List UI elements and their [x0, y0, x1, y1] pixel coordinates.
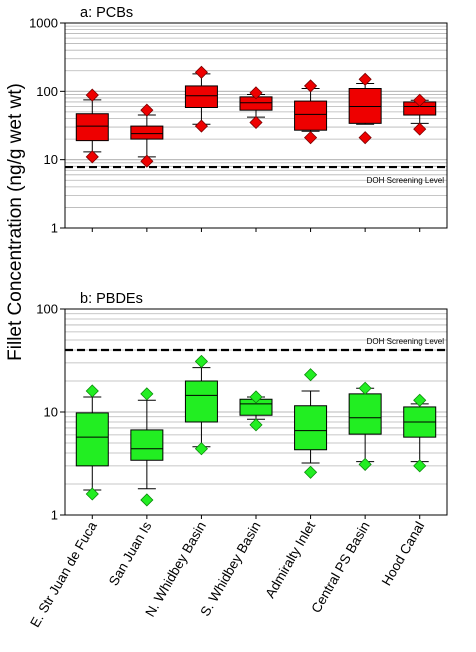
iqr-box [130, 125, 164, 140]
category-label: S. Whidbey Basin [197, 519, 263, 619]
max-marker [85, 384, 99, 398]
box-central-ps-basin [348, 72, 382, 145]
box-san-juan-is [130, 103, 164, 168]
min-marker [413, 459, 427, 473]
min-marker [85, 150, 99, 164]
y-tick-label: 10 [44, 405, 58, 420]
iqr-box [294, 405, 328, 451]
iqr-box [294, 100, 328, 131]
max-marker [413, 393, 427, 407]
y-axis-label: Fillet Concentration (ng/g wet wt) [5, 83, 26, 361]
min-marker [304, 465, 318, 479]
iqr-box [184, 380, 218, 423]
max-marker [249, 390, 263, 404]
box-san-juan-is [130, 387, 164, 507]
min-marker [140, 154, 154, 168]
max-marker [358, 72, 372, 86]
y-tick-label: 10 [44, 152, 58, 167]
iqr-box [75, 113, 109, 142]
max-marker [85, 88, 99, 102]
category-label: Central PS Basin [308, 519, 372, 616]
box-admiralty-inlet [294, 79, 328, 145]
panel-title: b: PBDEs [80, 291, 143, 307]
box-n-whidbey-basin [184, 354, 218, 456]
y-tick-label: 1 [51, 221, 58, 236]
iqr-box [348, 88, 382, 124]
min-marker [249, 418, 263, 432]
y-tick-label: 100 [36, 84, 58, 99]
panel-title: a: PCBs [80, 5, 133, 21]
panel-pcbs: 1 10 100 1000 DOH Screening Level a: PCBs [29, 5, 448, 236]
box-s-whidbey-basin [239, 86, 273, 130]
box-central-ps-basin [348, 381, 382, 471]
iqr-box [184, 85, 218, 108]
panel-pbdes: 1 10 100 DOH Screening Level b: PBDEs [36, 291, 448, 523]
iqr-box [75, 412, 109, 467]
min-marker [358, 131, 372, 145]
category-labels: E. Str Juan de Fuca San Juan IsN. Whidbey… [27, 519, 427, 630]
iqr-box [130, 429, 164, 461]
category-label: San Juan Is [106, 519, 155, 588]
screening-level-label: DOH Screening Level [367, 176, 445, 185]
y-tick-label: 100 [36, 302, 58, 317]
max-marker [194, 354, 208, 368]
category-label: E. Str Juan de Fuca [27, 519, 100, 630]
max-marker [140, 387, 154, 401]
screening-level-label: DOH Screening Level [367, 337, 445, 346]
y-tick-label: 1 [51, 508, 58, 523]
max-marker [358, 381, 372, 395]
min-marker [194, 119, 208, 133]
category-label: N. Whidbey Basin [142, 519, 209, 619]
y-tick-label: 1000 [29, 16, 58, 31]
min-marker [304, 131, 318, 145]
box-admiralty-inlet [294, 368, 328, 479]
max-marker [413, 93, 427, 107]
box-hood-canal [403, 393, 437, 473]
iqr-box [348, 393, 382, 435]
min-marker [194, 442, 208, 456]
box-e-str-juan-de-fuca [75, 88, 109, 164]
min-marker [85, 487, 99, 501]
box-n-whidbey-basin [184, 65, 218, 133]
max-marker [249, 86, 263, 100]
category-label: Admiralty Inlet [262, 519, 318, 601]
y-axis-ticks: 1 10 100 1000 [29, 16, 65, 236]
max-marker [304, 79, 318, 93]
box-hood-canal [403, 93, 437, 136]
min-marker [249, 115, 263, 130]
max-marker [194, 65, 208, 79]
max-marker [304, 368, 318, 382]
min-marker [140, 493, 154, 507]
box-s-whidbey-basin [239, 390, 273, 432]
box-e-str-juan-de-fuca [75, 384, 109, 501]
max-marker [140, 103, 154, 117]
category-label: Hood Canal [379, 519, 428, 588]
min-marker [358, 457, 372, 471]
y-axis-ticks: 1 10 100 [36, 302, 65, 523]
min-marker [413, 122, 427, 136]
